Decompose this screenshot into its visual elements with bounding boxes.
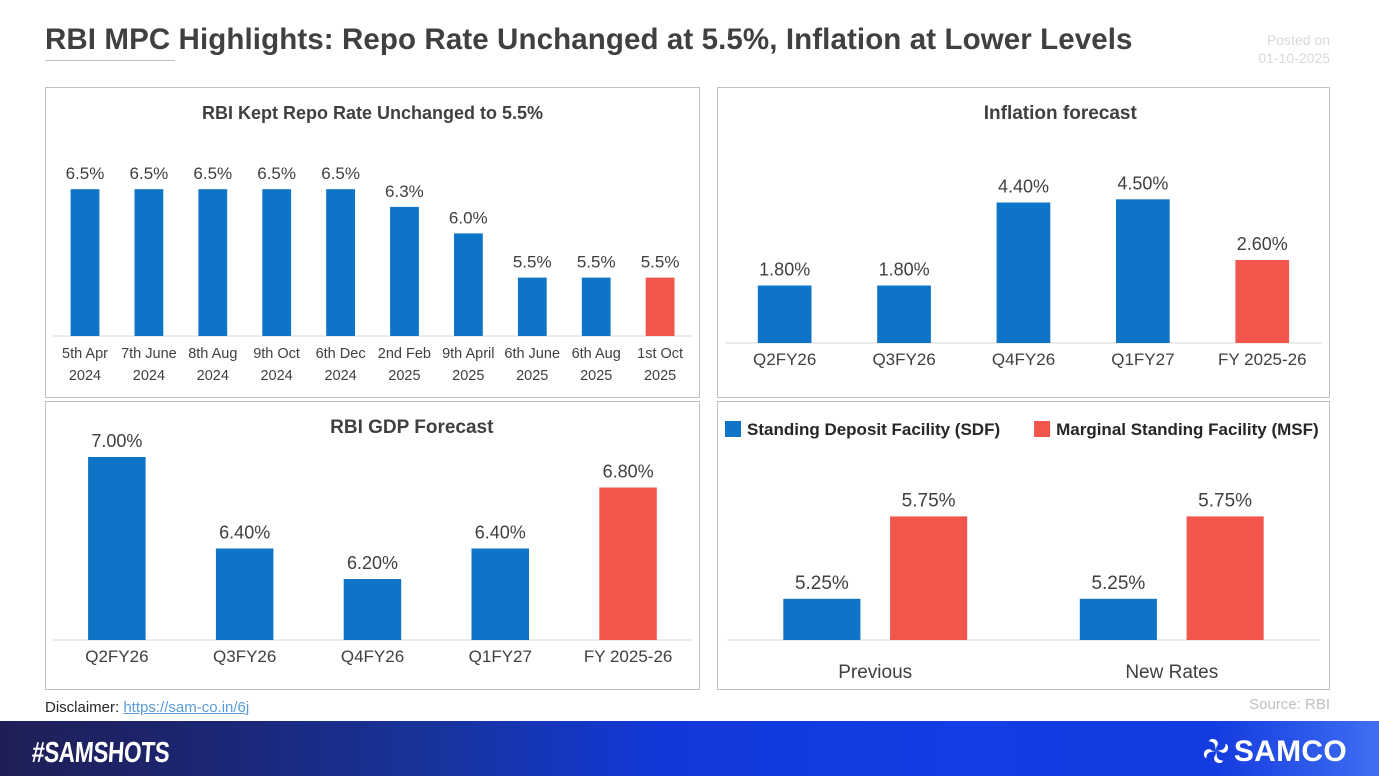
svg-text:1.80%: 1.80% [759,260,810,280]
svg-text:Q3FY26: Q3FY26 [872,350,935,369]
svg-text:5th Apr: 5th Apr [62,346,108,362]
svg-text:Q1FY27: Q1FY27 [1111,350,1174,369]
svg-text:1st Oct: 1st Oct [637,346,683,362]
svg-text:2025: 2025 [516,368,548,384]
svg-text:5.5%: 5.5% [513,253,552,272]
svg-text:6.40%: 6.40% [475,523,526,543]
svg-text:6th Dec: 6th Dec [316,346,366,362]
svg-text:Q1FY27: Q1FY27 [469,647,532,666]
svg-text:2025: 2025 [388,368,420,384]
svg-text:2024: 2024 [69,368,101,384]
svg-text:2024: 2024 [133,368,165,384]
svg-text:2025: 2025 [644,368,676,384]
svg-text:2nd Feb: 2nd Feb [378,346,431,362]
svg-text:2.60%: 2.60% [1237,234,1288,254]
svg-text:6.5%: 6.5% [193,164,232,183]
svg-text:Q2FY26: Q2FY26 [85,647,148,666]
svg-text:Q3FY26: Q3FY26 [213,647,276,666]
svg-text:Q2FY26: Q2FY26 [753,350,816,369]
svg-text:6.5%: 6.5% [321,164,360,183]
svg-text:6.0%: 6.0% [449,208,488,227]
svg-text:5.25%: 5.25% [795,573,849,594]
svg-text:RBI Kept Repo Rate Unchanged t: RBI Kept Repo Rate Unchanged to 5.5% [202,103,543,123]
svg-text:2024: 2024 [260,368,292,384]
svg-text:2024: 2024 [324,368,356,384]
svg-text:2024: 2024 [197,368,229,384]
svg-text:5.75%: 5.75% [1198,490,1252,511]
svg-text:6.40%: 6.40% [219,523,270,543]
svg-text:Q4FY26: Q4FY26 [341,647,404,666]
svg-text:6.80%: 6.80% [603,462,654,482]
svg-text:RBI GDP Forecast: RBI GDP Forecast [330,417,494,438]
svg-text:7.00%: 7.00% [91,431,142,451]
svg-text:9th April: 9th April [442,346,494,362]
svg-text:6.5%: 6.5% [257,164,296,183]
svg-text:6.5%: 6.5% [66,164,105,183]
svg-text:1.80%: 1.80% [879,260,930,280]
svg-text:6th Aug: 6th Aug [572,346,621,362]
svg-text:FY 2025-26: FY 2025-26 [1218,350,1307,369]
svg-text:5.75%: 5.75% [902,490,956,511]
svg-text:6.5%: 6.5% [130,164,169,183]
svg-text:6.20%: 6.20% [347,553,398,573]
svg-text:Inflation forecast: Inflation forecast [984,103,1138,124]
svg-text:Previous: Previous [838,662,912,683]
svg-text:8th Aug: 8th Aug [188,346,237,362]
svg-text:5.5%: 5.5% [641,253,680,272]
svg-text:2025: 2025 [452,368,484,384]
svg-text:6th June: 6th June [504,346,560,362]
svg-text:7th June: 7th June [121,346,177,362]
svg-text:4.40%: 4.40% [998,177,1049,197]
svg-text:9th Oct: 9th Oct [253,346,300,362]
svg-text:Marginal Standing Facility (MS: Marginal Standing Facility (MSF) [1056,420,1319,439]
svg-text:Q4FY26: Q4FY26 [992,350,1055,369]
svg-text:5.5%: 5.5% [577,253,616,272]
svg-text:5.25%: 5.25% [1091,573,1145,594]
svg-text:6.3%: 6.3% [385,182,424,201]
svg-text:Standing Deposit Facility (SDF: Standing Deposit Facility (SDF) [747,420,1000,439]
svg-text:New Rates: New Rates [1125,662,1218,683]
svg-text:2025: 2025 [580,368,612,384]
svg-text:FY 2025-26: FY 2025-26 [584,647,673,666]
svg-text:4.50%: 4.50% [1117,173,1168,193]
